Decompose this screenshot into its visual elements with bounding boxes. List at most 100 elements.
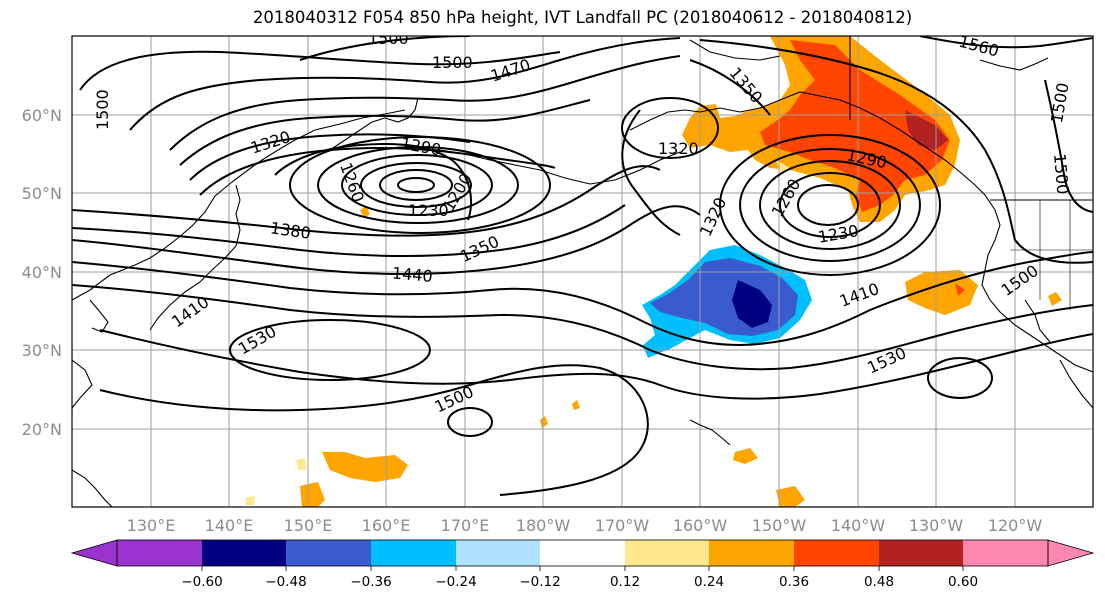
colorbar-swatch bbox=[540, 540, 625, 566]
coast-kamchatka bbox=[329, 97, 419, 151]
ivt-strong-region-alaska bbox=[760, 40, 950, 212]
ivt-positive-patch-hawaii bbox=[733, 448, 758, 464]
colorbar-tick-label: −0.36 bbox=[350, 574, 391, 590]
lon-tick-label: 180°W bbox=[516, 516, 571, 535]
contour-low-west-6 bbox=[397, 177, 435, 193]
contour-label: 1500 bbox=[1050, 153, 1072, 195]
contour-1530-closed-east bbox=[927, 357, 993, 399]
contour-1320-east bbox=[621, 109, 681, 236]
ivt-weak-patch-small2 bbox=[572, 400, 580, 410]
contour-label: 1500 bbox=[432, 53, 473, 72]
map-panel: 1500 1500 1470 1350 1320 1290 1260 1230 … bbox=[71, 29, 1094, 508]
contour-low-east-5 bbox=[797, 184, 859, 226]
colorbar-tick-label: 0.12 bbox=[610, 574, 640, 590]
contour-low-east-3 bbox=[759, 160, 901, 250]
colorbar-swatch bbox=[371, 540, 456, 566]
lon-tick-label: 160°W bbox=[673, 516, 728, 535]
map-frame bbox=[71, 35, 1094, 508]
lon-tick-label: 120°W bbox=[988, 516, 1043, 535]
colorbar-swatch bbox=[879, 540, 963, 566]
contour-1350-east bbox=[689, 59, 771, 116]
contour-label: 1500 bbox=[368, 29, 409, 48]
lon-tick-labels: 130°E 140°E 150°E 160°E 170°E 180°W 170°… bbox=[127, 516, 1043, 535]
lat-tick-label: 20°N bbox=[22, 420, 62, 439]
lon-tick-label: 150°E bbox=[284, 516, 333, 535]
contour-label: 1440 bbox=[391, 263, 433, 285]
contour-1440-south bbox=[72, 205, 701, 275]
contour-1500-sw bbox=[99, 364, 649, 496]
coast-japan bbox=[149, 184, 241, 331]
colorbar-swatch bbox=[794, 540, 879, 566]
contour-low-west-2 bbox=[317, 146, 519, 224]
colorbar-tick-label: 0.48 bbox=[864, 574, 894, 590]
colorbar-extend-high bbox=[1047, 539, 1095, 567]
lon-tick-label: 170°E bbox=[441, 516, 490, 535]
ivt-weak-patch-small3 bbox=[360, 206, 370, 218]
coast-alaska-north bbox=[689, 39, 781, 61]
ivt-strong-patch-california bbox=[955, 283, 965, 296]
colorbar-frame bbox=[116, 539, 1049, 567]
coast-taiwan-ph bbox=[72, 469, 113, 507]
coast-mexico bbox=[1059, 359, 1093, 409]
lat-tick-label: 60°N bbox=[22, 106, 62, 125]
colorbar-tick-label: 0.24 bbox=[694, 574, 724, 590]
lon-tick-label: 150°W bbox=[752, 516, 807, 535]
ivt-positive-patch-south bbox=[776, 486, 805, 507]
lon-tick-label: 140°W bbox=[831, 516, 886, 535]
contour-label: 1230 bbox=[408, 201, 449, 220]
contour-1470-south bbox=[72, 251, 1093, 347]
coast-canada-arctic bbox=[979, 57, 1049, 71]
contour-label: 1320 bbox=[658, 139, 699, 158]
contour-1410-north bbox=[179, 99, 591, 166]
contour-east-north bbox=[699, 39, 1093, 264]
contour-low-west-3 bbox=[341, 154, 493, 216]
ivt-weak-patch-south2 bbox=[245, 496, 255, 505]
contour-low-west-4 bbox=[360, 162, 472, 208]
lon-tick-label: 140°E bbox=[205, 516, 254, 535]
lat-tick-label: 50°N bbox=[22, 184, 62, 203]
lon-tick-label: 170°W bbox=[595, 516, 650, 535]
ivt-weak-patch-small bbox=[540, 416, 548, 428]
coast-alaska bbox=[629, 91, 996, 211]
ivt-negative-region-core bbox=[732, 280, 772, 328]
contour-low-east-2 bbox=[739, 148, 921, 262]
coast-north-america-west bbox=[981, 209, 1093, 373]
colorbar-tick-label: 0.36 bbox=[779, 574, 809, 590]
coast-hawaii bbox=[689, 419, 731, 446]
lat-tick-label: 30°N bbox=[22, 341, 62, 360]
colorbar-swatch bbox=[625, 540, 709, 566]
colorbar-tick-label: −0.12 bbox=[519, 574, 560, 590]
coast-china bbox=[72, 359, 93, 409]
coast-baja bbox=[1024, 299, 1051, 343]
contour-1530-south bbox=[99, 329, 1093, 400]
colorbar-tick-label: 0.60 bbox=[948, 574, 978, 590]
contour-east-1560 bbox=[919, 36, 1093, 49]
contour-1470 bbox=[129, 37, 681, 131]
colorbar-ticks bbox=[201, 566, 964, 571]
colorbar-swatch bbox=[456, 540, 540, 566]
lon-tick-label: 130°E bbox=[127, 516, 176, 535]
ivt-positive-patch-sw bbox=[300, 482, 325, 507]
contour-1320-west bbox=[274, 142, 472, 221]
contour-low-east-4 bbox=[779, 172, 881, 238]
colorbar-swatch bbox=[117, 540, 202, 566]
colorbar-tick-label: −0.48 bbox=[265, 574, 306, 590]
contour-low-west-5 bbox=[379, 169, 453, 201]
lon-tick-label: 160°E bbox=[362, 516, 411, 535]
ivt-weak-patch-south bbox=[296, 458, 306, 470]
contour-1410-mid bbox=[72, 204, 626, 257]
colorbar-swatch bbox=[963, 540, 1048, 566]
ivt-positive-patch-california bbox=[905, 270, 978, 315]
ivt-shading bbox=[245, 36, 1062, 507]
ivt-positive-patch-mexico bbox=[1048, 292, 1062, 306]
lat-tick-label: 40°N bbox=[22, 263, 62, 282]
contour-labels: 1500 1500 1470 1350 1320 1290 1260 1230 … bbox=[93, 29, 1073, 417]
height-contours bbox=[72, 36, 1093, 496]
colorbar-tick-label: −0.60 bbox=[181, 574, 222, 590]
colorbar-swatch bbox=[202, 540, 286, 566]
coast-asia bbox=[72, 109, 406, 301]
contour-1440-north bbox=[169, 55, 681, 151]
contour-low-aleutian bbox=[621, 97, 719, 159]
colorbar: −0.60 −0.48 −0.36 −0.24 −0.12 0.12 0.24 … bbox=[70, 539, 1095, 590]
